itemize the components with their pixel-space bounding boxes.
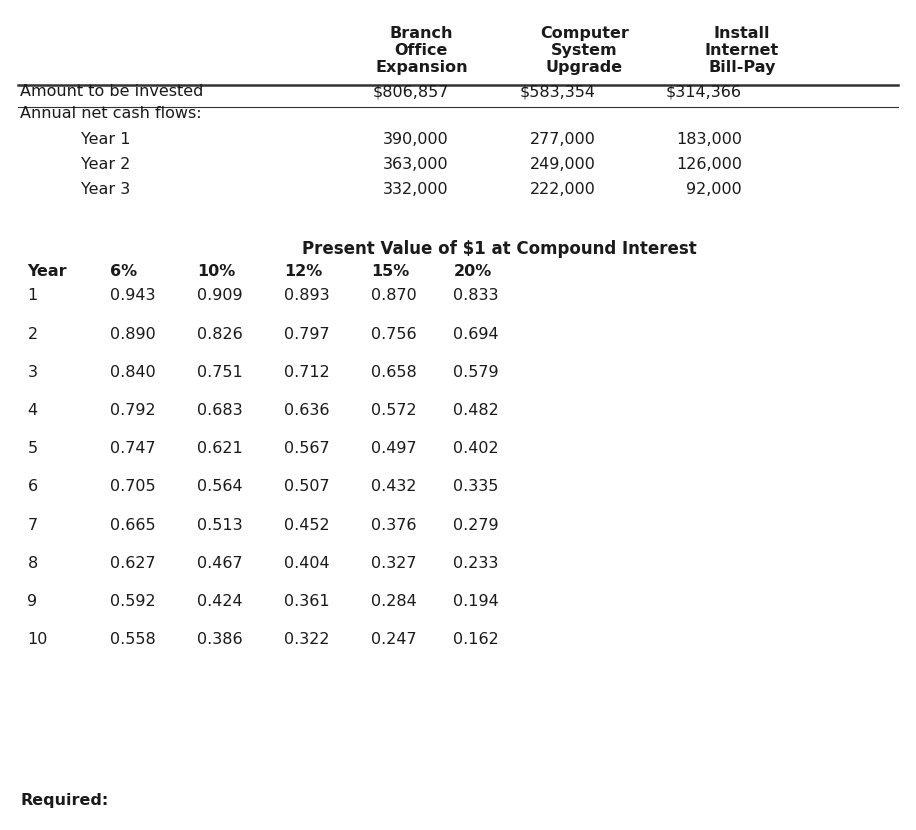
Text: 0.424: 0.424 [197, 594, 243, 609]
Text: 0.452: 0.452 [284, 518, 330, 533]
Text: 15%: 15% [371, 265, 409, 280]
Text: 0.279: 0.279 [453, 518, 499, 533]
Text: 4: 4 [27, 403, 38, 418]
Text: 0.658: 0.658 [371, 365, 417, 380]
Text: 0.162: 0.162 [453, 632, 499, 647]
Text: Branch: Branch [389, 27, 453, 42]
Text: 0.621: 0.621 [197, 442, 243, 456]
Text: 0.386: 0.386 [197, 632, 243, 647]
Text: 390,000: 390,000 [383, 133, 449, 148]
Text: Year 2: Year 2 [81, 158, 130, 173]
Text: 0.579: 0.579 [453, 365, 499, 380]
Text: 5: 5 [27, 442, 38, 456]
Text: 0.322: 0.322 [284, 632, 330, 647]
Text: 0.284: 0.284 [371, 594, 417, 609]
Text: 20%: 20% [453, 265, 492, 280]
Text: 0.335: 0.335 [453, 480, 499, 495]
Text: 0.567: 0.567 [284, 442, 330, 456]
Text: Required:: Required: [20, 793, 108, 808]
Text: 0.683: 0.683 [197, 403, 243, 418]
Text: 0.467: 0.467 [197, 556, 243, 571]
Text: Internet: Internet [704, 43, 780, 58]
Text: 0.361: 0.361 [284, 594, 330, 609]
Text: 0.890: 0.890 [110, 327, 156, 342]
Text: 249,000: 249,000 [529, 158, 595, 173]
Text: Bill-Pay: Bill-Pay [708, 61, 776, 76]
Text: 10: 10 [27, 632, 48, 647]
Text: 0.247: 0.247 [371, 632, 417, 647]
Text: 0.747: 0.747 [110, 442, 156, 456]
Text: 0.497: 0.497 [371, 442, 417, 456]
Text: 0.627: 0.627 [110, 556, 156, 571]
Text: 3: 3 [27, 365, 38, 380]
Text: 6%: 6% [110, 265, 137, 280]
Text: 0.712: 0.712 [284, 365, 330, 380]
Text: 0.840: 0.840 [110, 365, 156, 380]
Text: 0.564: 0.564 [197, 480, 243, 495]
Text: 0.833: 0.833 [453, 289, 499, 304]
Text: 0.432: 0.432 [371, 480, 417, 495]
Text: 0.507: 0.507 [284, 480, 330, 495]
Text: Amount to be invested: Amount to be invested [20, 85, 203, 100]
Text: 0.909: 0.909 [197, 289, 243, 304]
Text: Present Value of $1 at Compound Interest: Present Value of $1 at Compound Interest [302, 240, 697, 258]
Text: 0.797: 0.797 [284, 327, 330, 342]
Text: 0.792: 0.792 [110, 403, 156, 418]
Text: 363,000: 363,000 [383, 158, 449, 173]
Text: 0.482: 0.482 [453, 403, 499, 418]
Text: Year: Year [27, 265, 67, 280]
Text: 0.943: 0.943 [110, 289, 156, 304]
Text: 0.327: 0.327 [371, 556, 417, 571]
Text: 0.592: 0.592 [110, 594, 156, 609]
Text: 0.694: 0.694 [453, 327, 499, 342]
Text: 9: 9 [27, 594, 38, 609]
Text: 0.233: 0.233 [453, 556, 499, 571]
Text: 8: 8 [27, 556, 38, 571]
Text: 0.376: 0.376 [371, 518, 417, 533]
Text: 2: 2 [27, 327, 38, 342]
Text: 183,000: 183,000 [676, 133, 742, 148]
Text: Office: Office [395, 43, 448, 58]
Text: Annual net cash flows:: Annual net cash flows: [20, 106, 202, 121]
Text: Expansion: Expansion [375, 61, 468, 76]
Text: 0.404: 0.404 [284, 556, 330, 571]
Text: 0.572: 0.572 [371, 403, 417, 418]
Text: 222,000: 222,000 [529, 183, 595, 198]
Text: Year 1: Year 1 [81, 133, 130, 148]
Text: 0.513: 0.513 [197, 518, 243, 533]
Text: 0.636: 0.636 [284, 403, 330, 418]
Text: 0.194: 0.194 [453, 594, 499, 609]
Text: 0.893: 0.893 [284, 289, 330, 304]
Text: Computer: Computer [540, 27, 629, 42]
Text: $806,857: $806,857 [373, 85, 449, 100]
Text: Upgrade: Upgrade [546, 61, 623, 76]
Text: 1: 1 [27, 289, 38, 304]
Text: 332,000: 332,000 [383, 183, 449, 198]
Text: Install: Install [714, 27, 770, 42]
Text: $314,366: $314,366 [666, 85, 742, 100]
Text: $583,354: $583,354 [519, 85, 595, 100]
Text: 0.756: 0.756 [371, 327, 417, 342]
Text: 0.705: 0.705 [110, 480, 156, 495]
Text: 0.826: 0.826 [197, 327, 243, 342]
Text: 10%: 10% [197, 265, 235, 280]
Text: 126,000: 126,000 [676, 158, 742, 173]
Text: 7: 7 [27, 518, 38, 533]
Text: 0.870: 0.870 [371, 289, 417, 304]
Text: 92,000: 92,000 [686, 183, 742, 198]
Text: 12%: 12% [284, 265, 322, 280]
Text: System: System [551, 43, 617, 58]
Text: 277,000: 277,000 [529, 133, 595, 148]
Text: 0.751: 0.751 [197, 365, 243, 380]
Text: 0.402: 0.402 [453, 442, 499, 456]
Text: Year 3: Year 3 [81, 183, 130, 198]
Text: 6: 6 [27, 480, 38, 495]
Text: 0.558: 0.558 [110, 632, 156, 647]
Text: 0.665: 0.665 [110, 518, 156, 533]
